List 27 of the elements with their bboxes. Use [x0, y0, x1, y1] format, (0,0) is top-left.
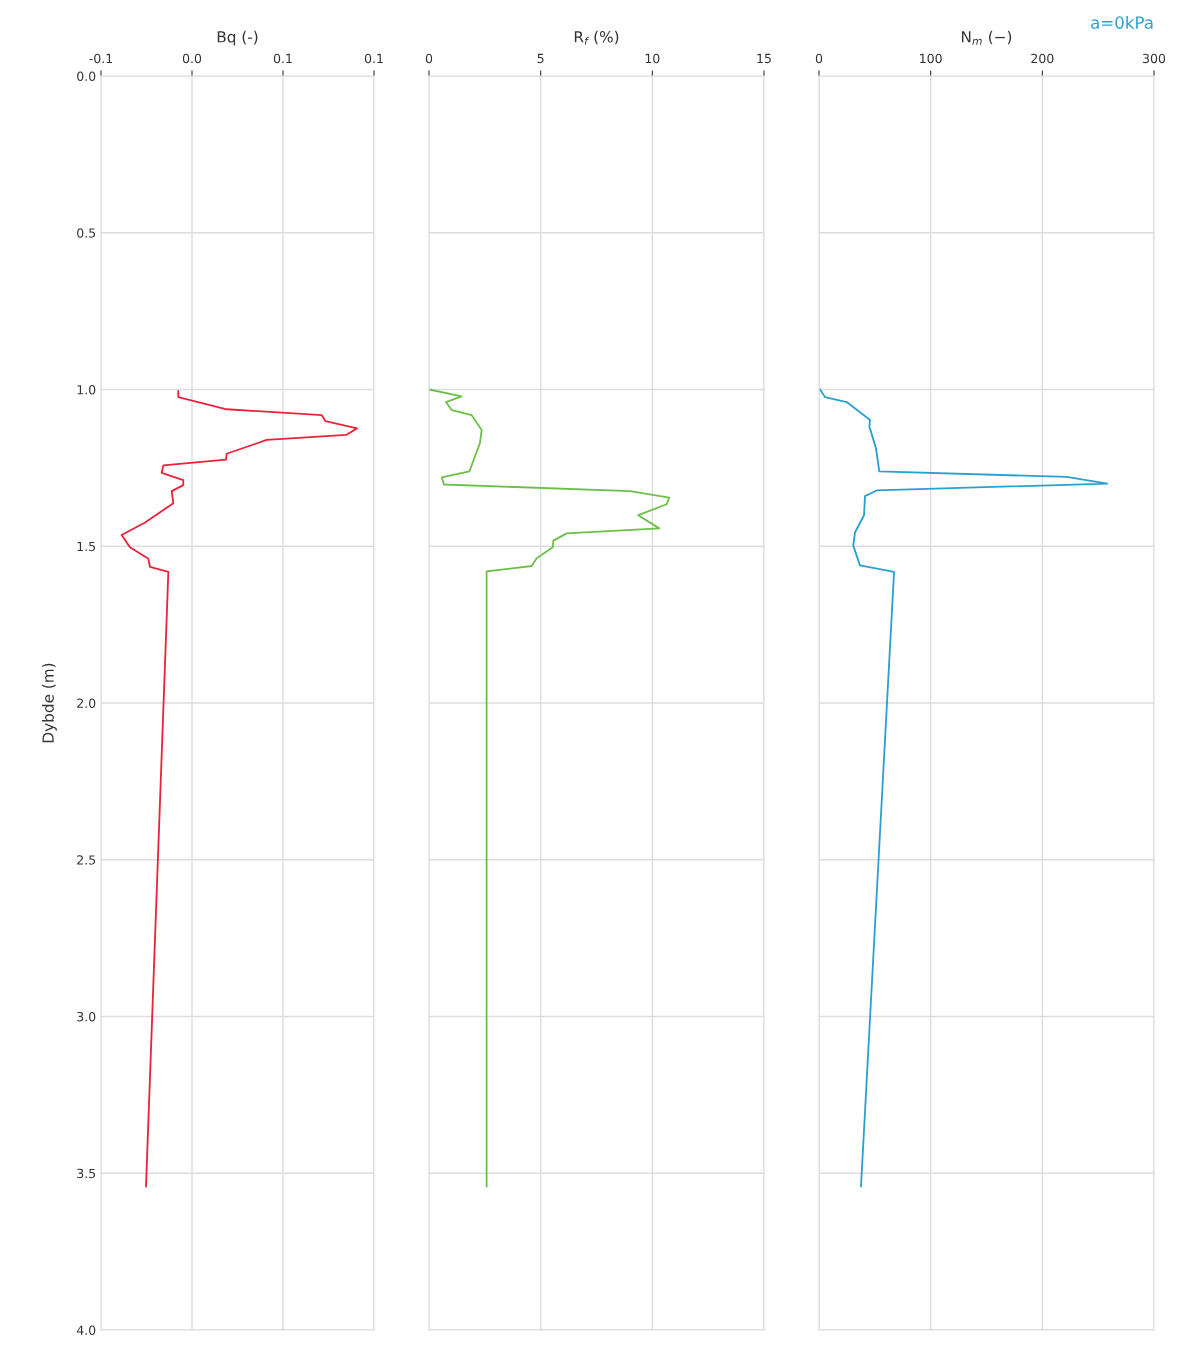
y-tick-label: 1.5	[77, 541, 96, 552]
x-tick-label: 10	[645, 53, 660, 64]
y-tick-label: 1.0	[77, 384, 96, 395]
x-tick-label: 15	[757, 53, 771, 64]
x-tick-label: 0.1	[364, 53, 383, 64]
x-tick-label: 300	[1143, 53, 1166, 64]
x-axis-title: Bq (-)	[217, 30, 258, 46]
x-tick-label: 0	[425, 53, 433, 64]
y-tick-label: 2.0	[77, 698, 96, 708]
x-tick-label: 0.1	[273, 53, 292, 64]
x-tick-label: 0.0	[182, 53, 202, 64]
y-tick-label: 4.0	[76, 1325, 96, 1335]
y-tick-label: 2.5	[77, 855, 96, 865]
x-tick-label: 100	[920, 53, 942, 64]
y-axis-title: Dybde (m)	[42, 663, 57, 743]
y-tick-label: 3.5	[77, 1168, 96, 1179]
x-axis-title: R$_{f}$ (%)	[574, 30, 619, 45]
x-tick-label: 0	[815, 53, 823, 64]
y-tick-label: 0.0	[77, 71, 96, 81]
line-series	[120, 390, 358, 1188]
x-axis-title: N$_{m}$ (−)	[961, 30, 1012, 45]
text: a=0kPa	[1091, 15, 1153, 29]
x-tick-label: -0.1	[89, 53, 113, 64]
x-tick-label: 200	[1031, 53, 1054, 64]
y-tick-label: 3.0	[77, 1011, 96, 1022]
x-tick-label: 5	[537, 53, 544, 64]
y-tick-label: 0.5	[77, 228, 96, 238]
